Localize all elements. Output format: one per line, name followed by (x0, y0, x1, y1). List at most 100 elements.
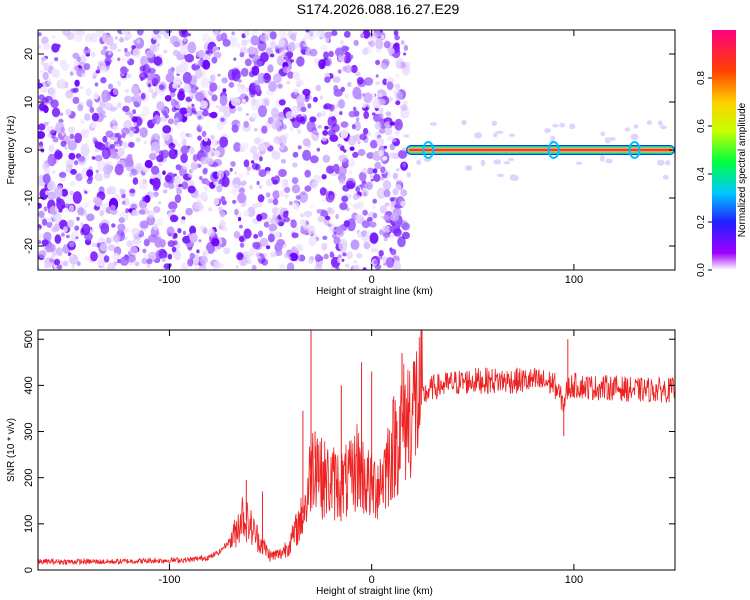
noise-speck (363, 92, 373, 104)
band-halo-speck (633, 124, 639, 129)
noise-speck (321, 136, 328, 142)
noise-speck (144, 194, 151, 203)
noise-speck (38, 202, 42, 209)
noise-speck (161, 130, 171, 141)
noise-speck (246, 166, 252, 171)
noise-speck (129, 188, 136, 194)
noise-speck (193, 202, 203, 210)
noise-speck (231, 67, 240, 76)
noise-speck (329, 112, 333, 118)
noise-speck (152, 177, 161, 190)
noise-speck (263, 221, 270, 228)
noise-speck (77, 207, 85, 216)
noise-speck (101, 147, 111, 160)
noise-speck (132, 47, 141, 59)
noise-speck (90, 229, 94, 233)
noise-speck (130, 169, 138, 176)
noise-speck (303, 210, 312, 218)
noise-speck (290, 59, 295, 63)
noise-speck (87, 175, 94, 181)
noise-speck (257, 105, 268, 118)
noise-speck (231, 96, 241, 107)
noise-speck (395, 91, 403, 101)
noise-speck (109, 42, 118, 51)
noise-speck (154, 193, 158, 198)
noise-speck (346, 207, 350, 212)
noise-speck (239, 236, 245, 243)
noise-speck (357, 141, 361, 145)
noise-speck (382, 232, 391, 239)
noise-speck (152, 30, 160, 35)
noise-speck (119, 37, 125, 43)
noise-speck (369, 232, 379, 244)
noise-speck (68, 241, 75, 248)
noise-speck (202, 109, 209, 117)
noise-speck (272, 190, 280, 200)
noise-speck (123, 228, 130, 233)
noise-speck (340, 128, 349, 139)
noise-speck (343, 30, 351, 38)
noise-speck (124, 95, 133, 104)
noise-speck (167, 240, 176, 248)
snr-line (38, 330, 675, 566)
band-halo-speck (630, 133, 639, 141)
noise-speck (328, 227, 336, 234)
noise-speck (199, 176, 203, 181)
noise-speck (174, 194, 182, 204)
noise-speck (167, 68, 175, 75)
snr-series (38, 330, 675, 566)
noise-speck (65, 234, 70, 239)
noise-speck (81, 129, 90, 139)
noise-speck (284, 186, 291, 194)
noise-speck (126, 73, 132, 79)
noise-speck (370, 174, 373, 179)
noise-speck (357, 148, 366, 157)
noise-speck (154, 236, 163, 248)
snr-y-tick-label: 400 (23, 376, 35, 394)
noise-speck (129, 126, 135, 132)
noise-speck (202, 248, 209, 257)
noise-speck (203, 137, 208, 142)
noise-speck (215, 105, 219, 108)
noise-speck (134, 261, 140, 267)
noise-speck (362, 209, 368, 216)
noise-speck (257, 40, 267, 52)
noise-speck (278, 168, 287, 178)
noise-speck (80, 143, 90, 157)
noise-speck (151, 118, 157, 124)
noise-speck (378, 149, 385, 157)
noise-speck (272, 198, 279, 206)
noise-speck (219, 210, 226, 218)
noise-speck (60, 140, 67, 147)
noise-speck (231, 31, 235, 36)
noise-speck (288, 41, 296, 52)
noise-speck (73, 61, 80, 67)
noise-speck (334, 110, 340, 118)
snr-x-label: Height of straight line (km) (316, 586, 433, 597)
noise-speck (197, 115, 202, 120)
band-halo-speck (495, 130, 504, 134)
snr-y-tick-label: 300 (23, 422, 35, 440)
snr-x-tick-label: 100 (565, 574, 583, 586)
noise-speck (186, 133, 193, 138)
noise-speck (278, 221, 284, 227)
noise-speck (348, 135, 357, 146)
noise-speck (320, 31, 327, 39)
noise-speck (92, 75, 97, 79)
noise-speck (71, 264, 76, 269)
noise-speck (362, 267, 367, 270)
noise-speck (149, 152, 157, 161)
noise-speck (240, 84, 246, 89)
noise-speck (245, 113, 249, 116)
noise-speck (67, 140, 78, 151)
noise-speck (341, 45, 349, 53)
noise-speck (353, 106, 357, 111)
noise-speck (344, 65, 353, 73)
noise-speck (292, 202, 300, 211)
noise-speck (253, 60, 263, 68)
noise-speck (38, 233, 43, 241)
noise-speck (293, 88, 299, 95)
noise-speck (180, 145, 189, 155)
noise-speck (324, 76, 331, 83)
